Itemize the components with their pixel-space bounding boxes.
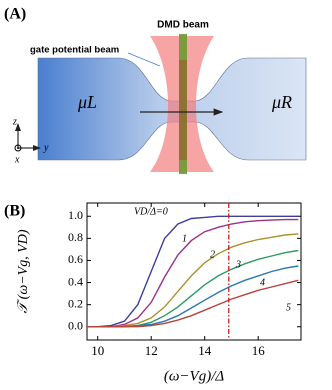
- x-tick-label: 14: [198, 343, 212, 358]
- dmd-label: DMD beam: [157, 20, 209, 31]
- beam-overlap: [179, 60, 187, 160]
- series-line: [87, 233, 299, 328]
- series-line: [87, 215, 299, 328]
- y-tick-label: 0.8: [68, 230, 83, 244]
- x-tick-label: 10: [91, 343, 104, 358]
- y-tick-label: 0.4: [68, 274, 83, 288]
- x-tick-label: 12: [145, 343, 158, 358]
- mu-left: μL: [77, 92, 97, 112]
- x-tick-label: 16: [252, 343, 266, 358]
- series-label: 4: [260, 277, 265, 288]
- gate-pointer: [127, 52, 161, 67]
- series-label: 5: [286, 302, 291, 313]
- series-label: 1: [182, 233, 187, 244]
- x-axis-label: (ω−Vg)/Δ: [164, 368, 225, 384]
- series-line: [87, 218, 299, 328]
- gate-label: gate potential beam: [30, 45, 119, 56]
- mu-right: μR: [271, 92, 292, 112]
- y-axis-label: 𝒯 (ω−Vg, VD): [16, 229, 31, 313]
- series-label: 3: [235, 259, 241, 270]
- series-line: [87, 279, 299, 328]
- y-tick-label: 0.6: [68, 252, 83, 266]
- axis-y-label: y: [43, 142, 49, 153]
- y-tick-label: 0.0: [68, 318, 83, 332]
- panel-label: (A): [4, 6, 26, 23]
- axis-z-label: z: [12, 116, 17, 127]
- chart: 0.00.20.40.60.81.010 12 14 16(ω−Vg)/Δ𝒯 (ω−V…: [16, 202, 302, 384]
- panel-label: (B): [4, 203, 25, 220]
- axis-x: [14, 144, 22, 152]
- y-tick-label: 1.0: [68, 208, 83, 222]
- plot-frame: [86, 202, 302, 341]
- axis-x-dot: [17, 147, 19, 149]
- y-tick-label: 0.2: [68, 296, 83, 310]
- axis-x-label: x: [14, 154, 20, 165]
- series-label: 2: [210, 249, 215, 260]
- series-label: VD/Δ=0: [134, 206, 168, 217]
